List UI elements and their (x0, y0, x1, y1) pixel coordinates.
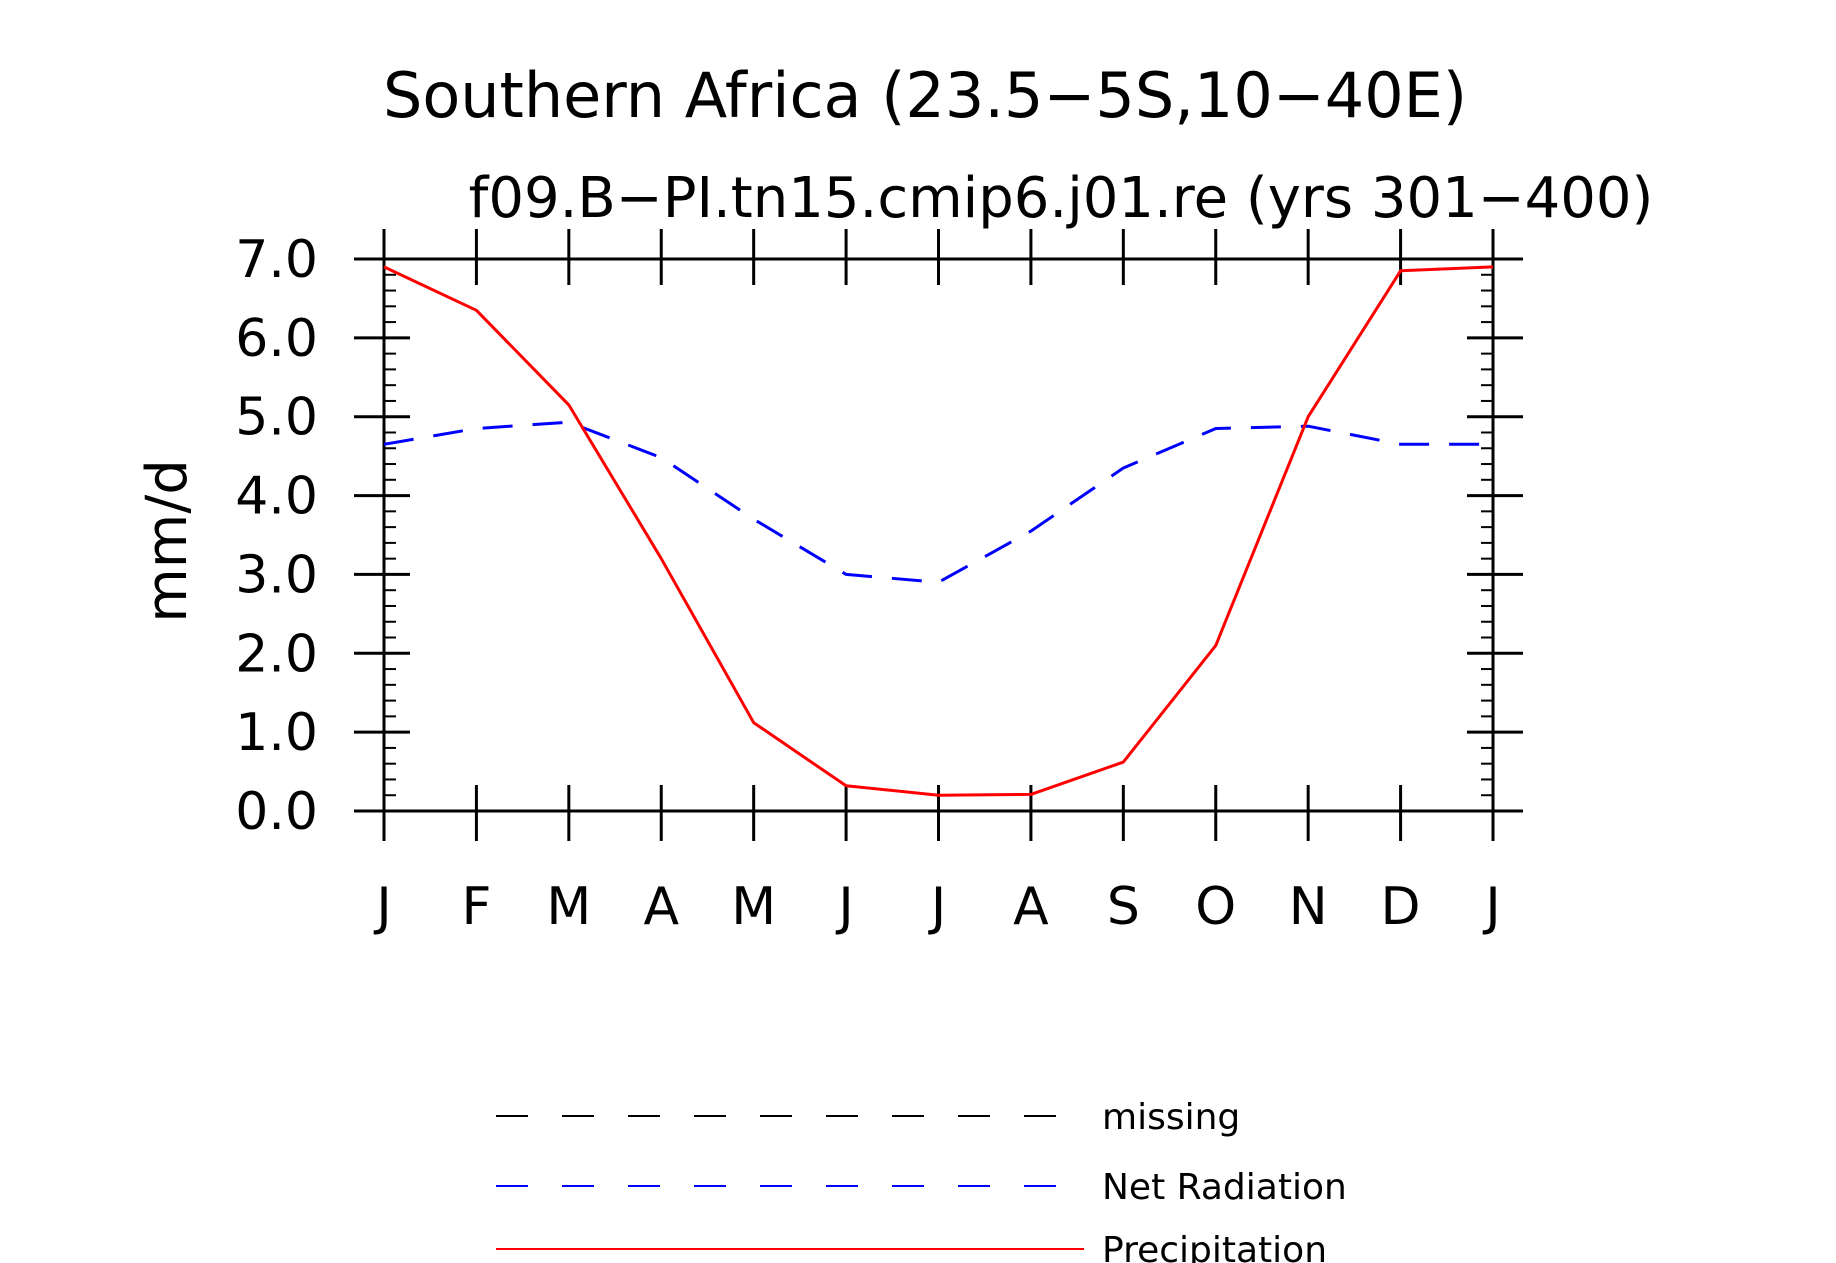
x-tick-label: A (1013, 877, 1049, 937)
series-line-precipitation (383, 265, 1494, 797)
legend: missing Net Radiation Precipitation (496, 1097, 1347, 1263)
chart-subtitle: f09.B−PI.tn15.cmip6.j01.re (yrs 301−400) (469, 166, 1654, 231)
x-tick-label: S (1107, 877, 1140, 937)
axis-ticks (354, 229, 1523, 841)
plot-frame (382, 257, 1495, 813)
y-tick-label: 2.0 (235, 624, 318, 684)
chart-title: Southern Africa (23.5−5S,10−40E) (383, 59, 1467, 132)
x-tick-label: J (373, 877, 391, 937)
series-lines (383, 265, 1494, 797)
series-line-net-radiation (383, 420, 1493, 584)
x-tick-label: J (928, 877, 946, 937)
y-tick-label: 7.0 (235, 230, 318, 290)
legend-label-precipitation: Precipitation (1102, 1230, 1327, 1263)
y-tick-label: 0.0 (235, 782, 318, 842)
legend-label-missing: missing (1102, 1097, 1240, 1138)
y-tick-label: 3.0 (235, 545, 318, 605)
x-tick-label: J (1482, 877, 1500, 937)
y-tick-label: 5.0 (235, 388, 318, 448)
x-tick-label: A (643, 877, 679, 937)
y-tick-label: 6.0 (235, 309, 318, 369)
y-axis-label: mm/d (135, 459, 200, 623)
x-tick-label: M (546, 877, 591, 937)
x-tick-label: D (1381, 877, 1421, 937)
tick-labels: J F M A M J J A S O N D J0.01.02.03.04.05.06.07.0 (235, 230, 1500, 937)
x-tick-label: F (461, 877, 491, 937)
x-tick-label: J (835, 877, 853, 937)
y-tick-label: 4.0 (235, 467, 318, 527)
legend-label-net-radiation: Net Radiation (1102, 1167, 1347, 1208)
x-tick-label: N (1289, 877, 1328, 937)
y-tick-label: 1.0 (235, 703, 318, 763)
x-tick-label: M (731, 877, 776, 937)
x-tick-label: O (1195, 877, 1236, 937)
